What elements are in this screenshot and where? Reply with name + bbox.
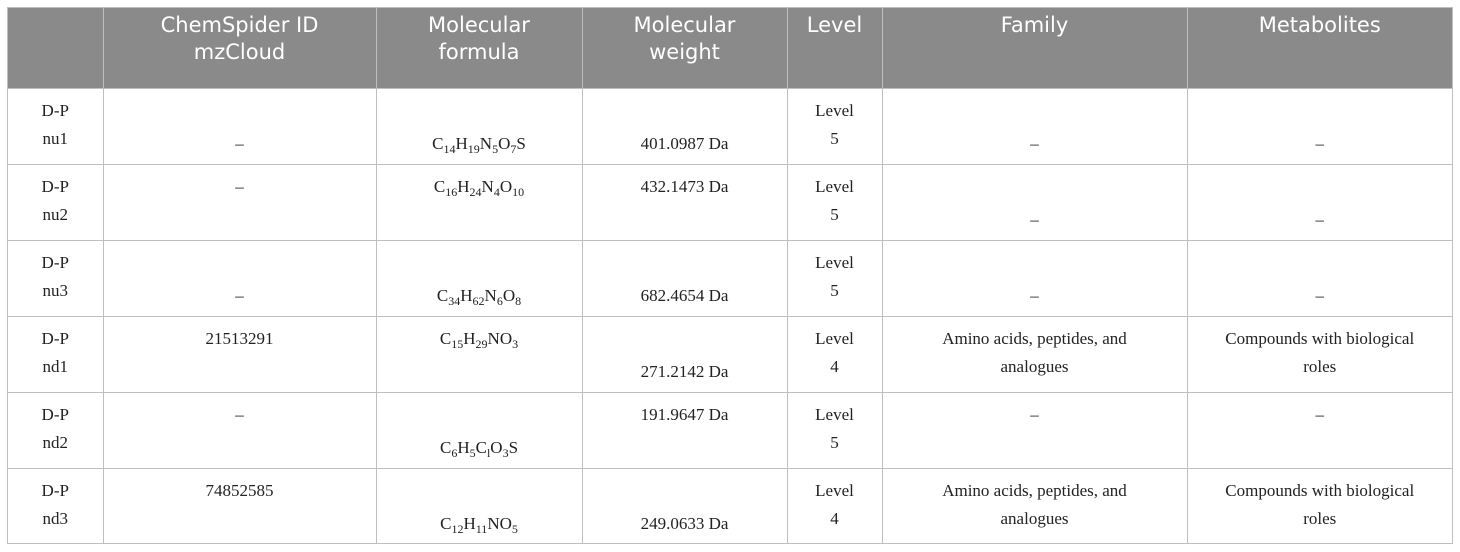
cell-metabolites: – [1187, 163, 1452, 240]
cell-family: Amino acids, peptides, and analogues [882, 467, 1188, 544]
cell-level: Level 5 [787, 163, 883, 240]
cell-id: D-P nd3 [8, 467, 104, 544]
cell-weight: 249.0633 Da [582, 467, 788, 544]
cell-level: Level 4 [787, 315, 883, 392]
cell-formula: C16H24N4O10 [376, 163, 583, 240]
cell-chemspider: 21513291 [103, 315, 377, 392]
cell-formula: C6H5ClO3S [376, 391, 583, 468]
cell-id: D-P nd2 [8, 391, 104, 468]
cell-level: Level 5 [787, 239, 883, 316]
cell-family: – [882, 163, 1188, 240]
cell-formula: C15H29NO3 [376, 315, 583, 392]
cell-metabolites: – [1187, 87, 1452, 164]
cell-formula: C14H19N5O7S [376, 87, 583, 164]
table-row: D-P nd3 74852585 C12H11NO5 249.0633 Da Le… [8, 467, 1452, 544]
table-row: D-P nu2 – C16H24N4O10 432.1473 Da Level 5 … [8, 163, 1452, 240]
cell-metabolites: – [1187, 391, 1452, 468]
cell-level: Level 4 [787, 467, 883, 544]
cell-chemspider: – [103, 87, 377, 164]
cell-weight: 271.2142 Da [582, 315, 788, 392]
cell-id: D-P nu3 [8, 239, 104, 316]
cell-family: – [882, 391, 1188, 468]
cell-level: Level 5 [787, 87, 883, 164]
cell-chemspider: – [103, 163, 377, 240]
header-weight: Molecular weight [582, 8, 788, 88]
table-row: D-P nd1 21513291 C15H29NO3 271.2142 Da Le… [8, 315, 1452, 392]
header-metabolites: Metabolites [1187, 8, 1452, 88]
header-family: Family [882, 8, 1188, 88]
cell-chemspider: – [103, 239, 377, 316]
cell-chemspider: 74852585 [103, 467, 377, 544]
table-row: D-P nu3 – C34H62N6O8 682.4654 Da Level 5 –… [8, 239, 1452, 316]
cell-family: – [882, 87, 1188, 164]
compound-table: ChemSpider ID mzCloud Molecular formula Mo… [8, 8, 1452, 544]
cell-formula: C12H11NO5 [376, 467, 583, 544]
cell-level: Level 5 [787, 391, 883, 468]
cell-weight: 682.4654 Da [582, 239, 788, 316]
table-row: D-P nu1 – C14H19N5O7S 401.0987 Da Level 5 … [8, 87, 1452, 164]
header-chemspider: ChemSpider ID mzCloud [103, 8, 377, 88]
cell-id: D-P nd1 [8, 315, 104, 392]
cell-formula: C34H62N6O8 [376, 239, 583, 316]
cell-weight: 191.9647 Da [582, 391, 788, 468]
cell-chemspider: – [103, 391, 377, 468]
cell-weight: 432.1473 Da [582, 163, 788, 240]
header-level: Level [787, 8, 883, 88]
header-id [8, 8, 104, 88]
cell-id: D-P nu1 [8, 87, 104, 164]
compound-table-frame: ChemSpider ID mzCloud Molecular formula Mo… [7, 7, 1453, 544]
table-row: D-P nd2 – C6H5ClO3S 191.9647 Da Level 5 – … [8, 391, 1452, 468]
cell-id: D-P nu2 [8, 163, 104, 240]
header-formula: Molecular formula [376, 8, 583, 88]
cell-weight: 401.0987 Da [582, 87, 788, 164]
cell-metabolites: Compounds with biological roles [1187, 315, 1452, 392]
header-row: ChemSpider ID mzCloud Molecular formula Mo… [8, 8, 1452, 88]
cell-metabolites: – [1187, 239, 1452, 316]
cell-family: – [882, 239, 1188, 316]
cell-family: Amino acids, peptides, and analogues [882, 315, 1188, 392]
cell-metabolites: Compounds with biological roles [1187, 467, 1452, 544]
